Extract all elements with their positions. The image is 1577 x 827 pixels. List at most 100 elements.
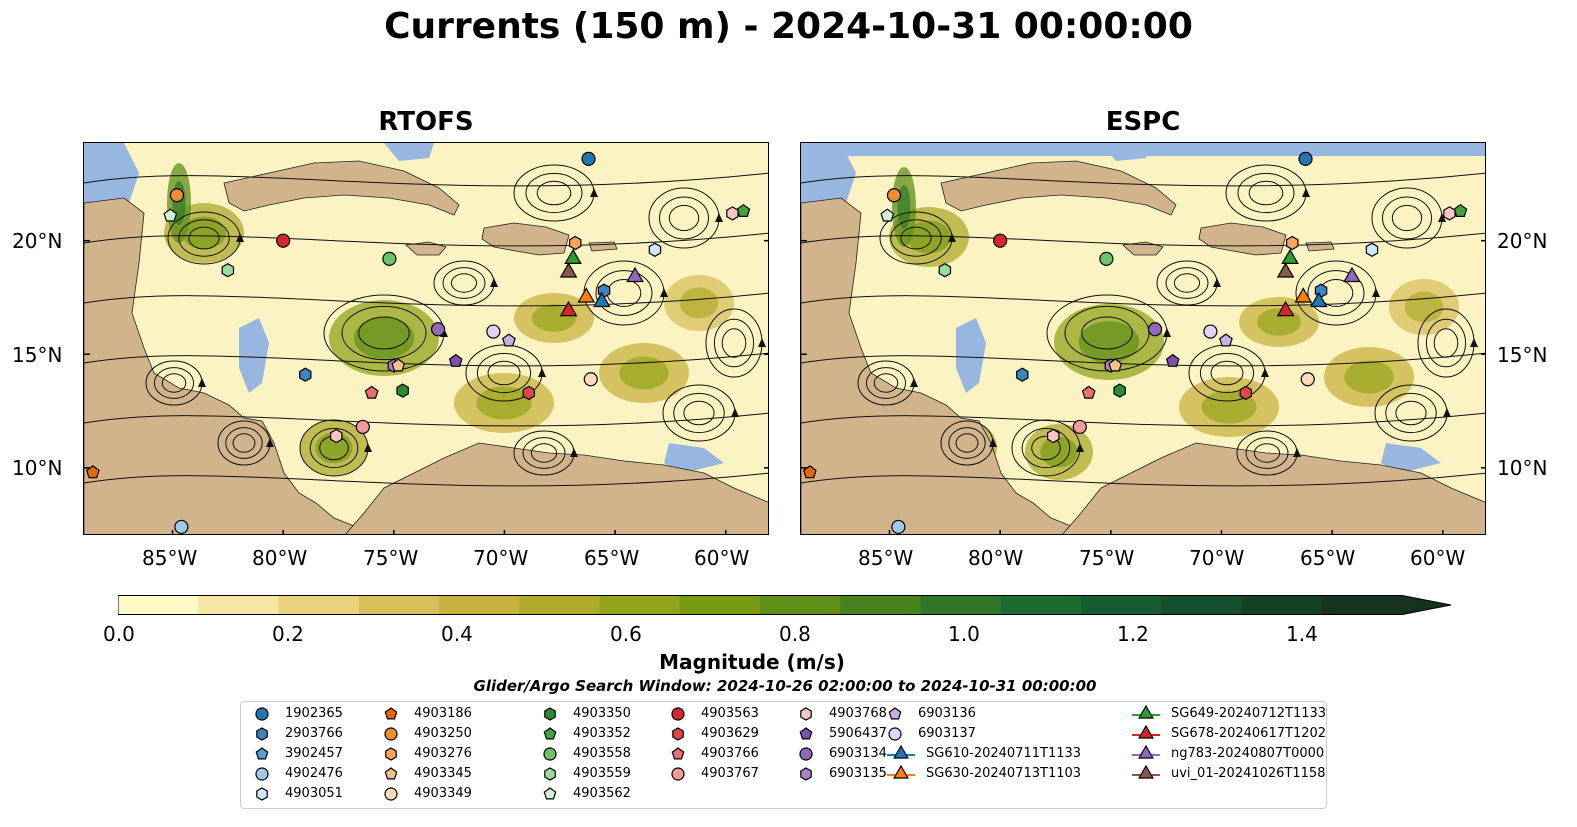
lon-tick-80w-espc: 80°W (968, 546, 1024, 570)
argo-float-4903768 (1047, 428, 1060, 444)
streamline (659, 196, 709, 240)
streamline-arrow (266, 438, 274, 447)
legend-marker-4903562 (543, 787, 557, 800)
colorbar-tick-3: 0.6 (610, 622, 642, 646)
lat-tick-10n-left: 10°N (12, 456, 63, 480)
streamline-arrow (1261, 368, 1269, 377)
colorbar-segment (1161, 595, 1242, 615)
streamline (1031, 435, 1061, 461)
glider-SG649-20240712T1133 (564, 248, 582, 264)
streamline (1237, 172, 1295, 214)
legend-label: 4903767 (701, 766, 759, 781)
shallow-water (1101, 143, 1151, 161)
colorbar-segment (439, 595, 520, 615)
legend-marker-SG610-20240711T1133 (893, 745, 909, 759)
streamline (84, 472, 768, 487)
land (1122, 241, 1164, 256)
legend-item: 4903629 (669, 725, 794, 743)
argo-float-4903766 (364, 385, 379, 399)
legend-marker-SG649-20240712T1133 (1138, 705, 1154, 719)
streamline (668, 204, 700, 232)
colorbar-segment (1081, 595, 1162, 615)
argo-float-4903558 (1099, 251, 1114, 266)
legend-item: 4903352 (541, 725, 666, 743)
legend-label: 4903559 (573, 766, 631, 781)
streamline (801, 352, 1485, 367)
legend-item: SG649-20240712T1133 (1131, 705, 1326, 723)
legend-marker-4903767 (671, 767, 685, 781)
streamline-arrow (1076, 443, 1084, 452)
glider-ng783-20240807T0000 (626, 266, 644, 283)
streamline-arrow (1302, 188, 1310, 197)
streamline-arrow (1293, 448, 1301, 457)
glider-SG678-20240617T1202 (559, 300, 578, 317)
legend-marker-ng783-20240807T0000 (1138, 745, 1154, 759)
streamline (525, 172, 583, 214)
colorbar-segment (679, 595, 761, 615)
streamline (801, 472, 1485, 487)
lon-tick-65w-espc: 65°W (1300, 546, 1356, 570)
legend-marker-4903563 (671, 707, 685, 721)
argo-float-4903350 (1113, 383, 1126, 398)
legend-label: 4903766 (701, 746, 759, 761)
streamline (1021, 427, 1071, 469)
argo-float-4903768 (330, 428, 343, 444)
land (345, 442, 768, 534)
streamline (1210, 360, 1244, 386)
legend-label: 4902476 (285, 766, 343, 781)
streamline (1248, 180, 1284, 206)
streamline-arrow (1163, 328, 1171, 337)
streamline (442, 267, 486, 299)
streamline (890, 219, 942, 257)
land (588, 241, 618, 252)
argo-float-4903559 (938, 263, 952, 278)
legend-marker-4903186 (384, 707, 398, 720)
streamline (1307, 270, 1365, 316)
legend-label: 4903563 (701, 706, 759, 721)
legend-marker-2903766 (256, 727, 268, 741)
legend-item: 4903345 (382, 765, 507, 783)
legend-marker-4903559 (544, 767, 556, 781)
streamline (161, 373, 187, 393)
legend-item: 4903768 (797, 705, 922, 723)
legend-label: 1902365 (285, 706, 343, 721)
argo-float-4903558 (382, 251, 397, 266)
streamline (225, 427, 263, 459)
legend-item: SG610-20240711T1133 (886, 745, 1126, 763)
streamline (153, 367, 195, 399)
shallow-water (664, 443, 724, 473)
colorbar-tick-4: 0.8 (779, 622, 811, 646)
streamline (955, 433, 979, 453)
legend-label: 6903135 (829, 766, 887, 781)
argo-float-4903629 (1239, 385, 1252, 401)
streamline (1165, 267, 1209, 299)
land (1305, 241, 1335, 252)
argo-float-6903137 (486, 324, 501, 339)
streamline (1385, 392, 1437, 434)
streamline-arrow (490, 278, 498, 287)
argo-float-4903276 (569, 235, 582, 251)
legend-item: 4903558 (541, 745, 666, 763)
streamline (530, 443, 558, 463)
legend-item: 4903350 (541, 705, 666, 723)
legend-marker-4903051 (256, 787, 268, 801)
argo-float-6903136 (1218, 333, 1233, 347)
land (940, 160, 1177, 216)
legend-marker-4903276 (385, 747, 397, 761)
argo-float-5906437 (448, 353, 463, 367)
streamline (178, 219, 230, 257)
current-speed-core (907, 220, 951, 254)
legend-item: ng783-20240807T0000 (1131, 745, 1324, 763)
streamline (1173, 273, 1201, 293)
argo-float-4903766 (1081, 385, 1096, 399)
lat-tick-20n-right: 20°N (1497, 229, 1548, 253)
legend-marker-4903349 (384, 787, 398, 801)
streamline-arrow (910, 378, 918, 387)
legend-label: 4903562 (573, 786, 631, 801)
colorbar-tick-5: 1.0 (948, 622, 980, 646)
legend-item: 6903137 (886, 725, 1126, 743)
colorbar-tick-7: 1.4 (1286, 622, 1318, 646)
streamline (673, 392, 725, 434)
glider-uvi_01-20241026T1158 (559, 262, 578, 278)
argo-float-4903276 (1286, 235, 1299, 251)
